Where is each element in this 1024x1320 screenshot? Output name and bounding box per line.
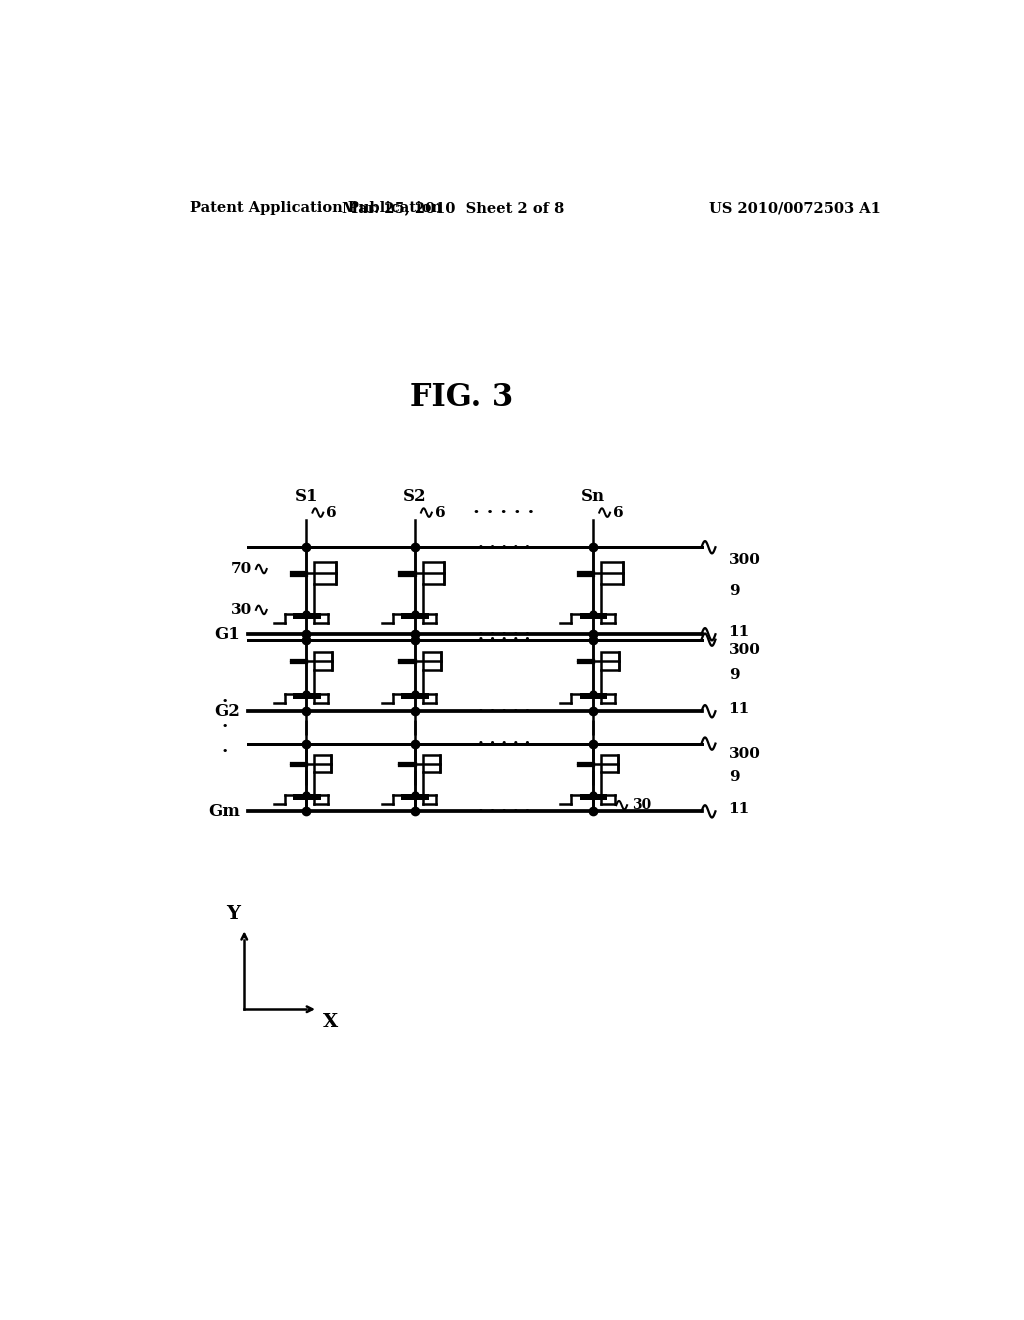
Text: 30: 30 bbox=[632, 799, 651, 812]
Text: FIG. 3: FIG. 3 bbox=[410, 381, 513, 413]
Text: 9: 9 bbox=[729, 668, 739, 682]
Text: 70: 70 bbox=[230, 562, 252, 576]
Text: 300: 300 bbox=[729, 747, 761, 760]
Text: ·
·
·: · · · bbox=[221, 693, 228, 762]
Text: 9: 9 bbox=[729, 771, 739, 784]
Bar bbox=[601, 652, 618, 671]
Text: Gm: Gm bbox=[209, 803, 241, 820]
Text: 300: 300 bbox=[729, 643, 761, 657]
Text: G2: G2 bbox=[214, 702, 241, 719]
Text: S1: S1 bbox=[295, 488, 318, 506]
Text: 6: 6 bbox=[435, 506, 445, 520]
Bar bbox=[314, 652, 332, 671]
Text: S2: S2 bbox=[402, 488, 427, 506]
Bar bbox=[423, 755, 439, 772]
Text: · · · · ·: · · · · · bbox=[477, 702, 530, 719]
Bar bbox=[314, 562, 336, 585]
Text: US 2010/0072503 A1: US 2010/0072503 A1 bbox=[710, 202, 881, 215]
Text: Y: Y bbox=[225, 906, 240, 923]
Text: · · · · ·: · · · · · bbox=[477, 631, 530, 648]
Text: 6: 6 bbox=[327, 506, 337, 520]
Text: 9: 9 bbox=[729, 583, 739, 598]
Text: 11: 11 bbox=[729, 624, 750, 639]
Text: Sn: Sn bbox=[581, 488, 605, 506]
Text: · · · · ·: · · · · · bbox=[477, 803, 530, 820]
Bar bbox=[423, 562, 444, 585]
Bar bbox=[423, 652, 440, 671]
Text: 11: 11 bbox=[729, 803, 750, 816]
Text: · · · · ·: · · · · · bbox=[477, 735, 530, 752]
Bar bbox=[601, 562, 623, 585]
Text: · · · · ·: · · · · · bbox=[477, 539, 530, 556]
Text: X: X bbox=[324, 1014, 339, 1031]
Text: G1: G1 bbox=[215, 626, 241, 643]
Text: 300: 300 bbox=[729, 553, 761, 568]
Text: Patent Application Publication: Patent Application Publication bbox=[190, 202, 442, 215]
Text: · · · · ·: · · · · · bbox=[477, 626, 530, 643]
Bar bbox=[314, 755, 331, 772]
Bar bbox=[601, 755, 617, 772]
Text: 6: 6 bbox=[613, 506, 624, 520]
Text: · · · · ·: · · · · · bbox=[473, 504, 535, 521]
Text: Mar. 25, 2010  Sheet 2 of 8: Mar. 25, 2010 Sheet 2 of 8 bbox=[342, 202, 564, 215]
Text: 30: 30 bbox=[230, 603, 252, 616]
Text: 11: 11 bbox=[729, 702, 750, 715]
